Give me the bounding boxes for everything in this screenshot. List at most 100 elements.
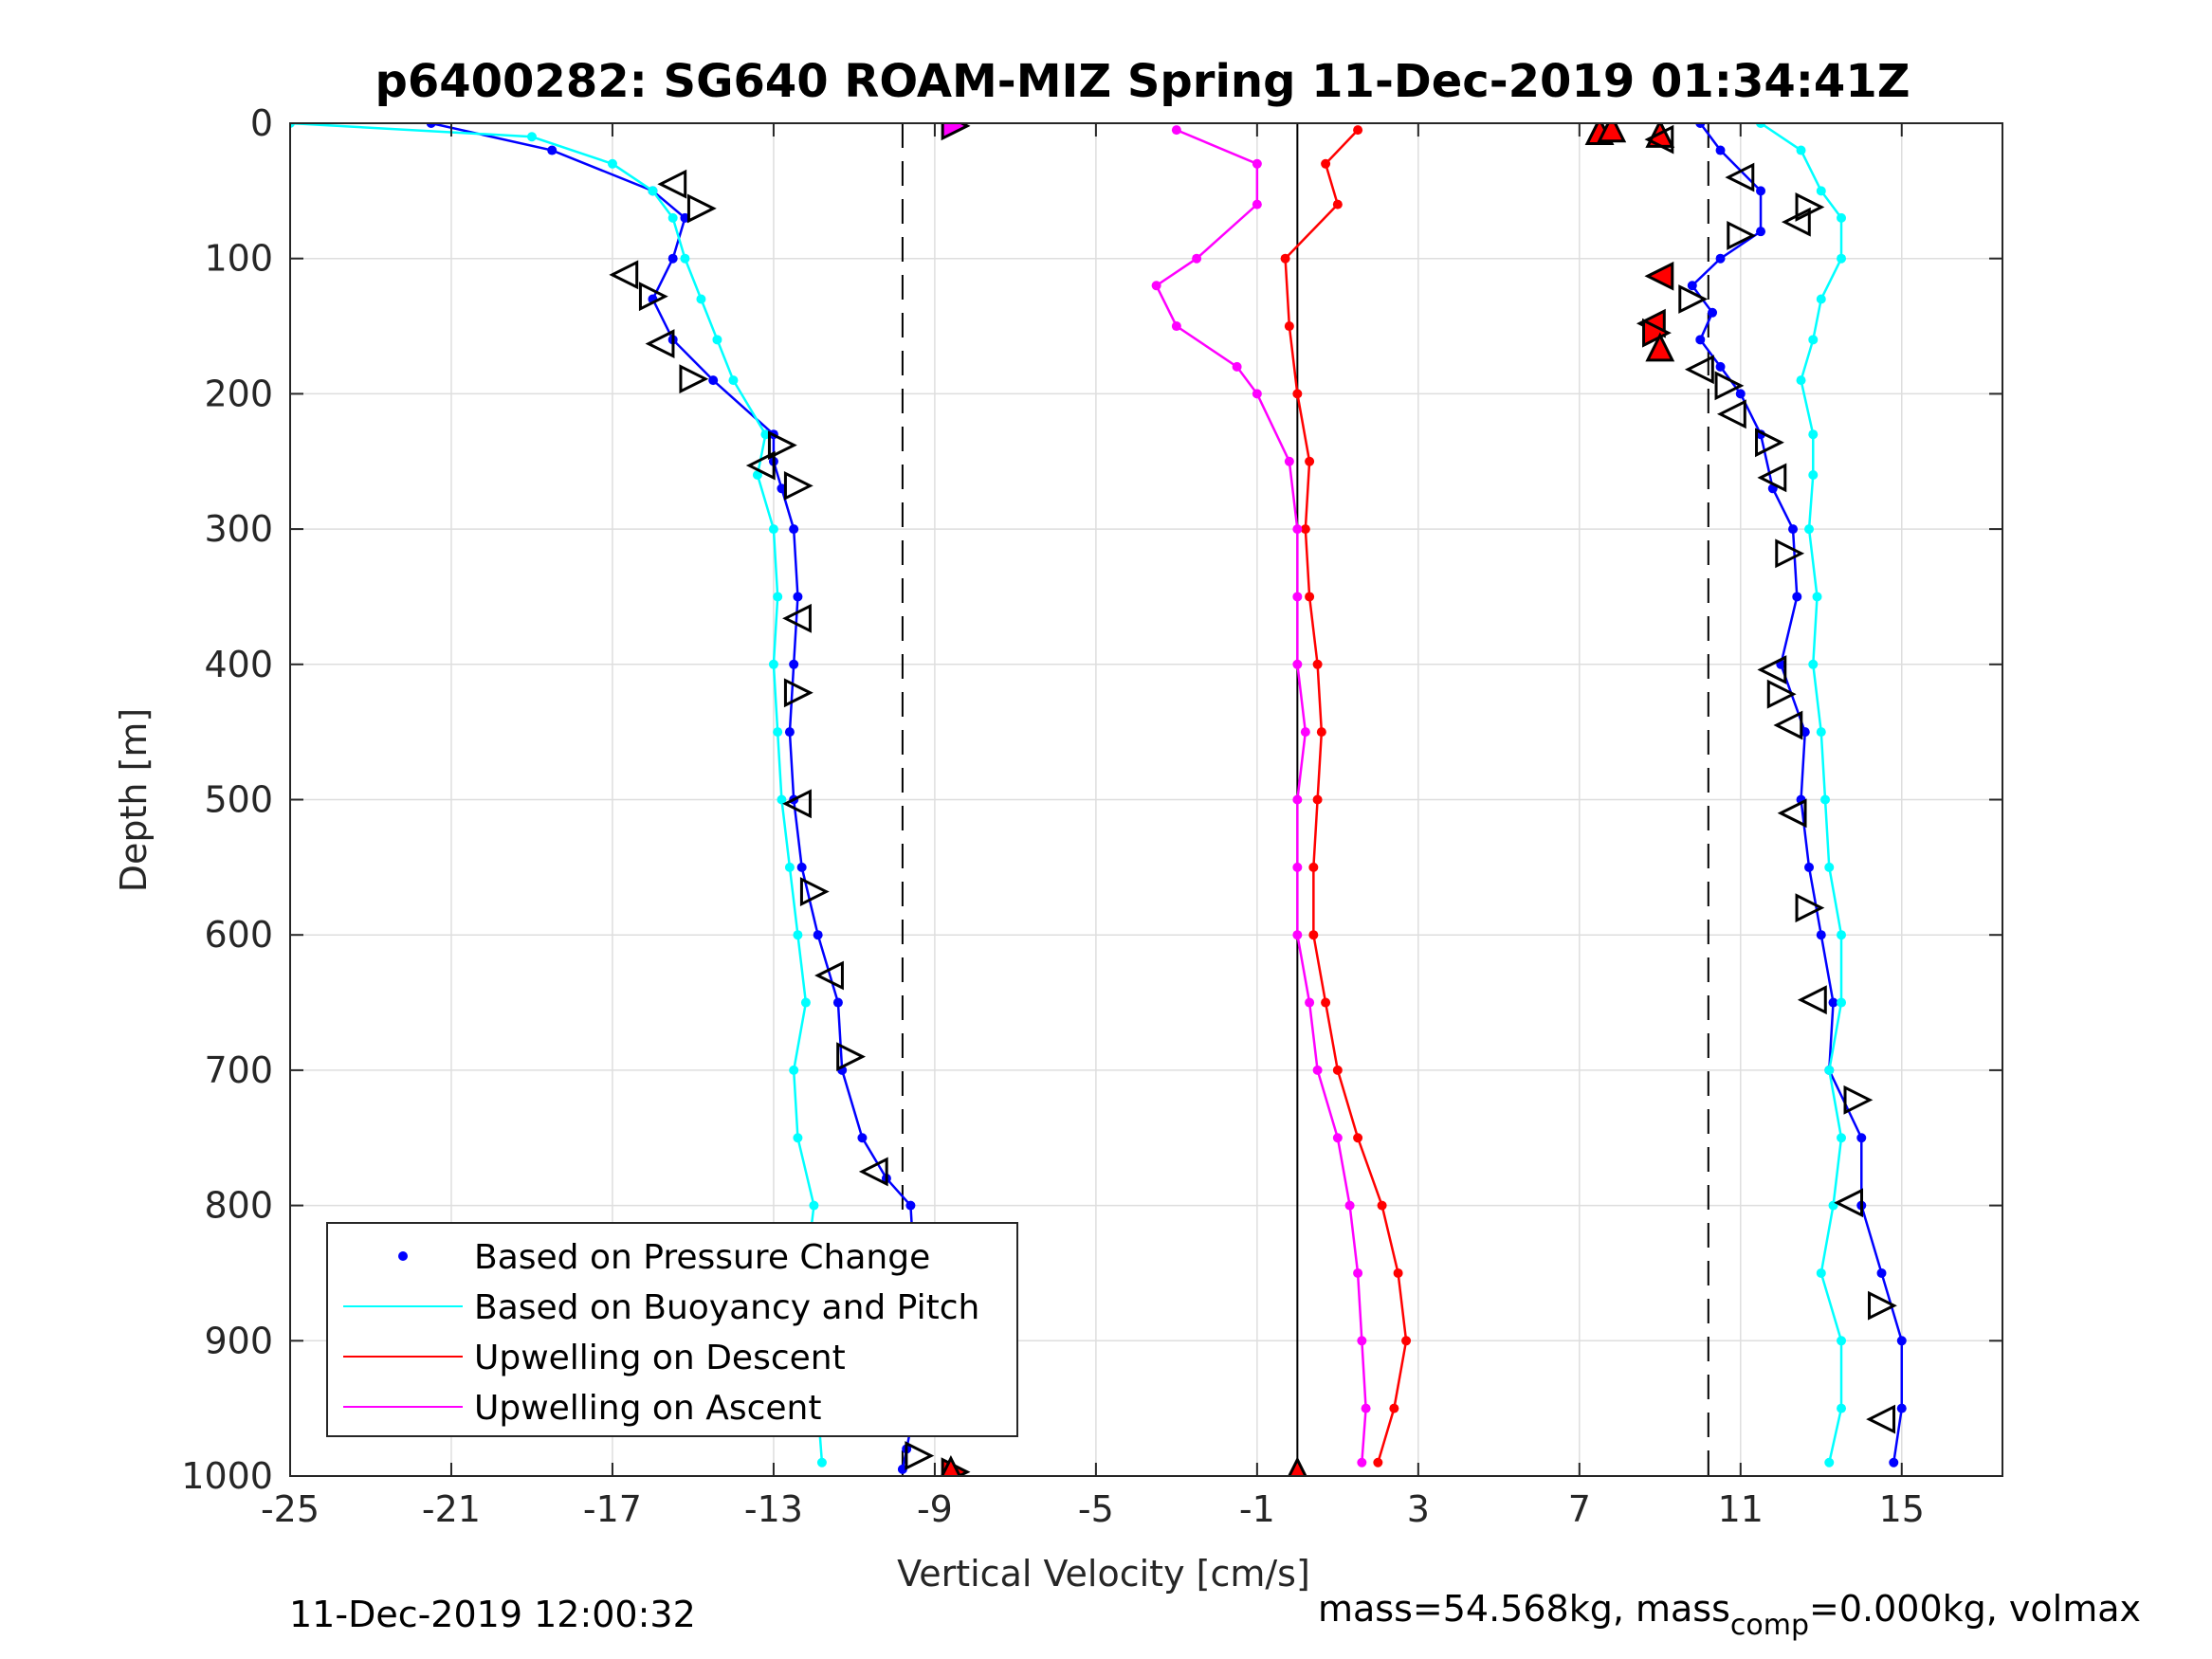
series-3-point-20 xyxy=(1353,1267,1363,1278)
series-2-point-18 xyxy=(1393,1267,1403,1278)
series-0-point-14 xyxy=(784,727,795,738)
legend-label-1: Based on Buoyancy and Pitch xyxy=(474,1288,979,1327)
series-5-point-19 xyxy=(1837,1133,1847,1143)
series-5-point-0 xyxy=(1756,123,1766,128)
marker-14 xyxy=(836,1042,867,1072)
series-3 xyxy=(1151,125,1371,1468)
series-4-point-3 xyxy=(1756,227,1766,237)
series-3-point-13 xyxy=(1292,794,1303,805)
series-3-point-10 xyxy=(1292,592,1303,602)
marker-45 xyxy=(1777,798,1807,829)
series-2-point-13 xyxy=(1308,930,1319,940)
series-1-point-12 xyxy=(773,592,783,602)
series-2-point-10 xyxy=(1316,727,1326,738)
series-1-point-4 xyxy=(667,212,678,223)
marker-18 xyxy=(905,1441,935,1471)
y-tick-label-3: 300 xyxy=(204,508,273,550)
series-4-point-17 xyxy=(1804,862,1815,872)
series-3-point-21 xyxy=(1357,1336,1367,1346)
series-5-point-21 xyxy=(1816,1267,1826,1278)
series-5-point-11 xyxy=(1812,592,1822,602)
series-1-point-21 xyxy=(809,1200,819,1211)
series-5-point-7 xyxy=(1796,375,1806,386)
series-1-point-5 xyxy=(680,253,690,264)
x-tick-label-9: 11 xyxy=(1718,1488,1764,1530)
marker-3 xyxy=(638,282,668,312)
x-axis-label: Vertical Velocity [cm/s] xyxy=(897,1553,1310,1595)
footer-mass-info: mass=54.568kg, masscomp=0.000kg, volmax xyxy=(1318,1588,2141,1642)
series-5-point-8 xyxy=(1808,429,1819,440)
series-2-point-3 xyxy=(1280,253,1290,264)
series-4-point-18 xyxy=(1816,930,1826,940)
marker-13 xyxy=(814,960,844,991)
series-3-point-0 xyxy=(1171,125,1181,136)
series-0-point-18 xyxy=(832,997,843,1008)
marker-41 xyxy=(1775,538,1805,569)
series-3-point-14 xyxy=(1292,862,1303,872)
series-4-point-24 xyxy=(1896,1336,1907,1346)
x-tick-label-2: -17 xyxy=(583,1488,642,1530)
marker-35 xyxy=(1727,221,1757,250)
y-tick-label-2: 200 xyxy=(204,373,273,414)
marker-38 xyxy=(1716,399,1746,429)
series-1-point-13 xyxy=(768,659,778,669)
series-5-point-24 xyxy=(1824,1457,1835,1468)
marker-36 xyxy=(1684,355,1714,385)
marker-27 xyxy=(1644,261,1674,291)
series-3-point-4 xyxy=(1151,281,1161,291)
series-2-point-1 xyxy=(1321,158,1331,169)
series-1-point-17 xyxy=(793,930,803,940)
marker-22 xyxy=(1288,1456,1307,1476)
y-tick-label-5: 500 xyxy=(204,779,273,821)
data-series xyxy=(290,123,1907,1474)
footer-mass-label: mass=54.568kg, mass xyxy=(1318,1588,1730,1630)
series-3-point-5 xyxy=(1171,321,1181,332)
series-3-point-7 xyxy=(1252,389,1262,399)
series-0-point-12 xyxy=(793,592,803,602)
marker-15 xyxy=(858,1157,888,1187)
legend-label-0: Based on Pressure Change xyxy=(474,1238,930,1277)
series-2-point-7 xyxy=(1300,524,1310,535)
series-3-line xyxy=(1155,128,1367,1463)
marker-21 xyxy=(940,1454,961,1476)
series-3-point-15 xyxy=(1292,930,1303,940)
x-tick-label-10: 15 xyxy=(1879,1488,1925,1530)
x-tick-label-6: -1 xyxy=(1239,1488,1275,1530)
series-4-point-21 xyxy=(1856,1133,1867,1143)
series-0-point-11 xyxy=(789,524,799,535)
series-1-point-11 xyxy=(768,524,778,535)
series-1-point-19 xyxy=(789,1065,799,1075)
series-5-point-4 xyxy=(1837,253,1847,264)
series-2-point-4 xyxy=(1284,321,1294,332)
series-5-point-17 xyxy=(1837,997,1847,1008)
chart-title: p6400282: SG640 ROAM-MIZ Spring 11-Dec-2… xyxy=(375,55,1910,108)
series-2-point-14 xyxy=(1321,997,1331,1008)
series-1-point-0 xyxy=(290,123,295,128)
series-2-line xyxy=(1284,129,1408,1464)
marker-6 xyxy=(767,430,797,461)
marker-51 xyxy=(1866,1404,1896,1434)
series-3-point-8 xyxy=(1284,456,1294,466)
x-tick-label-5: -5 xyxy=(1078,1488,1114,1530)
series-5-point-23 xyxy=(1837,1403,1847,1413)
series-3-point-18 xyxy=(1332,1133,1343,1143)
series-0-point-17 xyxy=(813,930,823,940)
series-1-line xyxy=(290,123,824,1463)
series-1-point-2 xyxy=(607,158,617,169)
x-tick-label-8: 7 xyxy=(1568,1488,1591,1530)
series-3-point-6 xyxy=(1232,361,1242,372)
series-2-point-19 xyxy=(1401,1336,1412,1346)
footer-timestamp: 11-Dec-2019 12:00:32 xyxy=(289,1594,696,1635)
series-2-point-20 xyxy=(1389,1403,1399,1413)
marker-26 xyxy=(1644,124,1674,155)
y-tick-label-10: 1000 xyxy=(181,1455,273,1497)
series-3-point-12 xyxy=(1300,727,1310,738)
series-4-point-8 xyxy=(1715,361,1726,372)
marker-2 xyxy=(609,260,639,290)
series-2-point-8 xyxy=(1305,592,1315,602)
series-0-point-4 xyxy=(667,253,678,264)
marker-34 xyxy=(1781,207,1811,237)
series-1-point-1 xyxy=(526,132,537,142)
series-3-point-9 xyxy=(1292,524,1303,535)
series-2-point-17 xyxy=(1377,1200,1387,1211)
